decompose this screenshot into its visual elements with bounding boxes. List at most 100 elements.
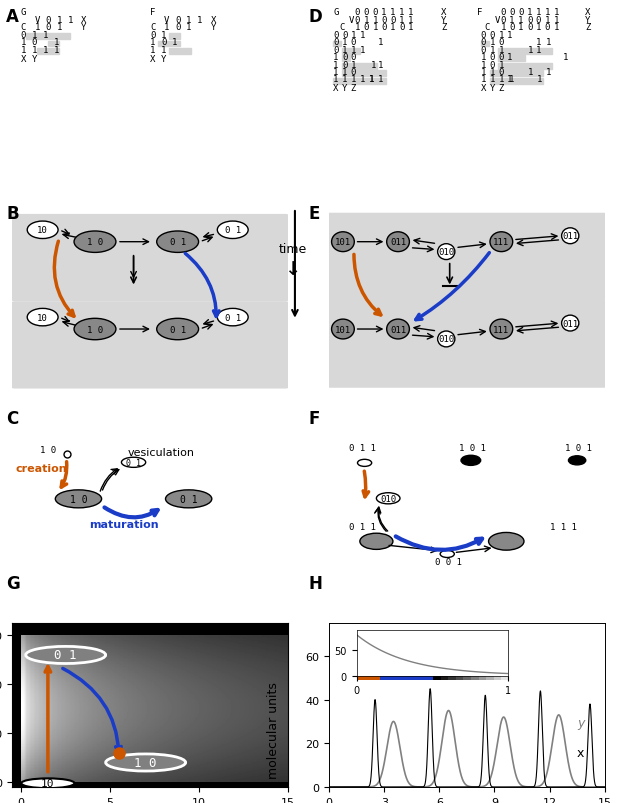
Text: B: B [6,205,19,222]
Text: 0: 0 [399,23,404,32]
Text: 1: 1 [373,16,378,25]
Text: 1: 1 [54,39,59,47]
Text: 0: 0 [342,60,347,70]
Text: 1: 1 [545,68,551,77]
Text: 1 0: 1 0 [135,756,157,769]
Text: 1: 1 [509,75,515,84]
Ellipse shape [437,332,455,348]
Ellipse shape [331,320,354,340]
Text: A: A [6,8,19,26]
Text: 0: 0 [175,16,180,25]
Text: 0: 0 [333,31,339,40]
Text: 0: 0 [536,16,541,25]
Text: 1: 1 [563,53,569,62]
Text: 1: 1 [481,60,486,70]
Text: 1: 1 [186,16,191,25]
Text: 1: 1 [378,39,383,47]
Text: 1: 1 [553,23,559,32]
Text: 1: 1 [56,16,62,25]
Text: 1: 1 [20,46,26,55]
Text: 0 1: 0 1 [180,494,197,504]
Text: 1: 1 [481,68,486,77]
Ellipse shape [568,456,586,465]
Text: F: F [308,410,320,427]
Text: Z: Z [499,84,503,93]
Text: 1: 1 [553,16,559,25]
Ellipse shape [561,316,579,332]
Text: V: V [494,16,500,25]
Text: 1: 1 [373,23,378,32]
Ellipse shape [490,320,513,340]
Text: 0: 0 [333,46,339,55]
Text: 1 1 1: 1 1 1 [550,522,576,531]
Text: 1: 1 [536,46,541,55]
Text: 1: 1 [507,53,513,62]
Bar [37,49,59,55]
Text: 1: 1 [351,75,356,84]
Text: 1: 1 [408,16,413,25]
Ellipse shape [27,309,58,327]
Text: 0: 0 [489,60,495,70]
Ellipse shape [157,232,199,253]
Text: 0 0 1: 0 0 1 [436,557,462,566]
Ellipse shape [440,551,454,558]
Text: 0: 0 [175,23,180,32]
Text: 0 1: 0 1 [170,238,186,247]
Text: 101: 101 [335,325,351,334]
Text: 1: 1 [553,9,559,18]
Ellipse shape [387,320,410,340]
Text: 0: 0 [355,16,360,25]
Text: 0: 0 [500,16,506,25]
Text: X: X [150,55,155,63]
Text: 0: 0 [390,16,395,25]
Text: 1 0 1: 1 0 1 [459,443,486,453]
Text: 1 0: 1 0 [40,446,56,454]
Text: 0: 0 [342,31,347,40]
Text: V: V [349,16,354,25]
Text: 1: 1 [43,31,48,40]
Text: E: E [308,205,320,222]
Text: 0: 0 [46,23,51,32]
Text: Y: Y [585,16,590,25]
Text: 0: 0 [373,9,378,18]
Ellipse shape [106,754,186,771]
FancyBboxPatch shape [10,214,291,302]
Text: 1: 1 [342,75,347,84]
Text: 1: 1 [378,75,383,84]
Text: F: F [477,9,482,18]
Text: 0: 0 [150,31,155,40]
Ellipse shape [56,491,102,508]
Bar [26,34,70,40]
Text: 1: 1 [333,68,339,77]
Text: 0 1: 0 1 [170,325,186,334]
Text: 10: 10 [37,313,48,322]
Text: Z: Z [585,23,590,32]
Y-axis label: molecular units: molecular units [267,681,280,778]
Text: 011: 011 [562,319,578,328]
FancyBboxPatch shape [327,300,607,389]
Text: y: y [577,716,584,729]
Text: 1: 1 [333,60,339,70]
Text: 1: 1 [518,16,523,25]
Text: X: X [333,84,339,93]
Text: X: X [481,84,486,93]
Ellipse shape [387,233,410,252]
Text: time: time [279,243,307,255]
Text: Z: Z [441,23,447,32]
Text: 1: 1 [528,46,533,55]
Text: x: x [577,747,584,760]
Text: 101: 101 [335,238,351,247]
Text: 010: 010 [438,248,454,257]
Text: 1 0 1: 1 0 1 [565,443,592,453]
Text: 0 1: 0 1 [225,226,241,235]
Text: 1: 1 [342,68,347,77]
Text: 1: 1 [500,23,506,32]
Text: 0: 0 [499,68,503,77]
Ellipse shape [122,458,146,468]
Ellipse shape [360,533,393,550]
Text: 1: 1 [378,60,383,70]
Text: 1: 1 [43,46,48,55]
Text: 1: 1 [342,39,347,47]
Text: vesiculation: vesiculation [128,448,195,458]
Bar [170,34,180,40]
